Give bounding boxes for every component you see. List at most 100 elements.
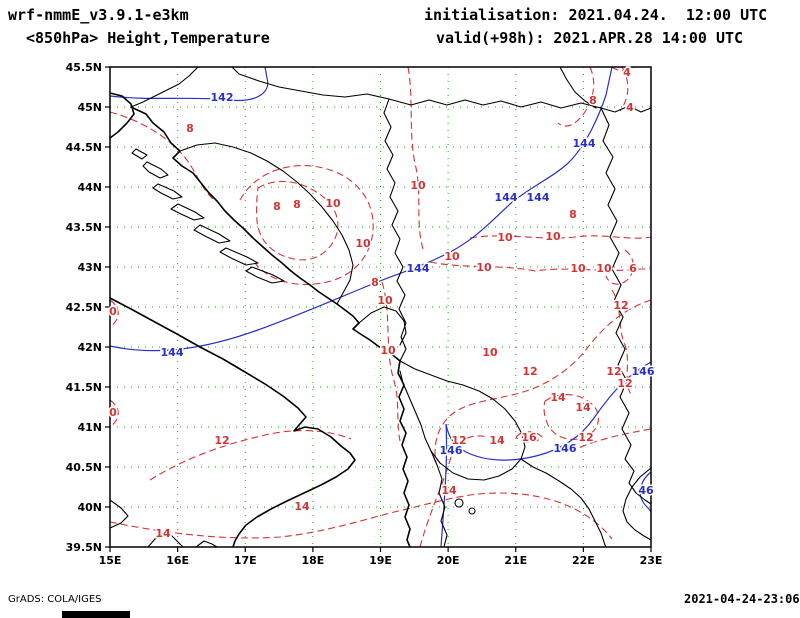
temperature-contour-path <box>407 66 425 253</box>
temperature-contour-label: 4 <box>623 66 631 79</box>
temperature-contour-path <box>611 66 635 72</box>
height-contour-label: 146 <box>440 444 463 457</box>
height-contour-label: 144 <box>573 137 596 150</box>
height-contour-label: 144 <box>527 191 550 204</box>
model-title: wrf-nmmE_v3.9.1-e3km <box>8 6 189 24</box>
temperature-contour-path <box>605 249 634 285</box>
temperature-contour-label: 6 <box>629 262 637 275</box>
y-axis-label: 40.5N <box>66 461 102 474</box>
y-axis-label: 41N <box>77 421 102 434</box>
temperature-contour-path <box>557 66 595 127</box>
island-shape <box>152 183 183 200</box>
temperature-contour-label: 10 <box>325 197 341 210</box>
y-axis-label: 45N <box>77 101 102 114</box>
border-path <box>179 142 354 305</box>
temperature-contour-label: 10 <box>596 262 612 275</box>
temperature-contour-path <box>429 261 651 272</box>
temperature-contour-label: 8 <box>186 122 194 135</box>
coastline-path <box>195 540 218 548</box>
height-contour-label: 144 <box>495 191 518 204</box>
x-axis-label: 18E <box>301 554 324 567</box>
coastline-path <box>109 499 129 529</box>
temperature-contour-path <box>469 235 652 239</box>
y-axis-label: 43N <box>77 261 102 274</box>
height-contour-label: 142 <box>211 91 234 104</box>
x-axis-label: 17E <box>234 554 257 567</box>
height-contour-path <box>109 66 269 102</box>
grid-layer <box>110 67 651 547</box>
height-contour-label: 146 <box>554 442 577 455</box>
height-contour-label: 144 <box>407 262 430 275</box>
border-path <box>520 458 607 548</box>
temperature-contour-label: 4 <box>626 101 634 114</box>
axis-ticks <box>105 66 652 552</box>
border-path <box>430 450 448 548</box>
temperature-contour-label: 0 <box>109 305 117 318</box>
border-path <box>130 66 199 108</box>
y-axis-label: 44.5N <box>66 141 102 154</box>
temperature-contour-label: 10 <box>545 230 561 243</box>
y-axis-label: 40N <box>77 501 102 514</box>
temperature-contour-path <box>256 180 339 261</box>
y-axis-label: 45.5N <box>66 61 102 74</box>
field-title: <850hPa> Height,Temperature <box>26 29 270 47</box>
temperature-contour-label: 10 <box>476 261 492 274</box>
temperature-contour-label: 0 <box>109 406 117 419</box>
coastline-path <box>147 532 184 548</box>
border-path <box>358 306 407 346</box>
island-shape <box>193 224 231 244</box>
temperature-contour-label: 12 <box>522 365 537 378</box>
x-axis-label: 21E <box>504 554 527 567</box>
temperature-contour-label: 10 <box>570 262 586 275</box>
height-contour-label: 146 <box>632 365 655 378</box>
temperature-contour-label: 8 <box>371 276 379 289</box>
temperature-contour-path <box>515 431 543 443</box>
x-axis-label: 22E <box>572 554 595 567</box>
temperature-contour-label: 14 <box>441 484 457 497</box>
x-axis-label: 19E <box>369 554 392 567</box>
border-path <box>559 66 597 109</box>
axis-labels: 15E 16E 17E 18E 19E 20E 21E 22E 23E 45.5N 45N 44.5N… <box>66 61 663 567</box>
temperature-contour-label: 10 <box>497 231 513 244</box>
height-contour-path <box>445 361 652 461</box>
temperature-contour-label: 14 <box>155 527 171 540</box>
temperature-contour-label: 10 <box>380 344 396 357</box>
y-axis-label: 41.5N <box>66 381 102 394</box>
temperature-contour-label: 10 <box>444 250 460 263</box>
temperature-contour-label: 8 <box>293 198 301 211</box>
temperature-contour-path <box>109 492 613 540</box>
temperature-contour-layer <box>109 66 652 548</box>
lake-shape <box>454 498 464 508</box>
island-shape <box>142 161 169 179</box>
temperature-contour-label: 10 <box>377 294 393 307</box>
island-shape <box>245 266 285 284</box>
x-axis-label: 16E <box>166 554 189 567</box>
temperature-contour-label: 10 <box>482 346 498 359</box>
height-contour-path <box>109 66 613 352</box>
temperature-contour-label: 12 <box>578 431 593 444</box>
temperature-contour-path <box>109 399 119 428</box>
island-shape <box>131 148 148 160</box>
y-axis-label: 43.5N <box>66 221 102 234</box>
temperature-contour-label: 14 <box>294 500 310 513</box>
valid-time: valid(+98h): 2021.APR.28 14:00 UTC <box>436 29 744 47</box>
coastline-path <box>622 467 652 541</box>
coastline-layer <box>109 66 652 548</box>
temperature-contour-label: 8 <box>273 200 281 213</box>
height-contour-label: 144 <box>161 346 184 359</box>
temperature-contour-path <box>109 299 119 328</box>
x-axis-label: 23E <box>640 554 663 567</box>
border-path <box>231 66 652 113</box>
temperature-contour-label: 14 <box>489 434 505 447</box>
coastline-path <box>109 92 135 139</box>
y-axis-label: 42N <box>77 341 102 354</box>
height-contour-path <box>639 471 652 513</box>
x-axis-label: 20E <box>437 554 460 567</box>
height-contour-label: 46 <box>638 484 654 497</box>
temperature-contour-path <box>149 430 352 481</box>
map-frame <box>109 66 652 548</box>
creation-timestamp: 2021-04-24-23:06 <box>684 592 800 606</box>
temperature-contour-label: 12 <box>214 434 229 447</box>
